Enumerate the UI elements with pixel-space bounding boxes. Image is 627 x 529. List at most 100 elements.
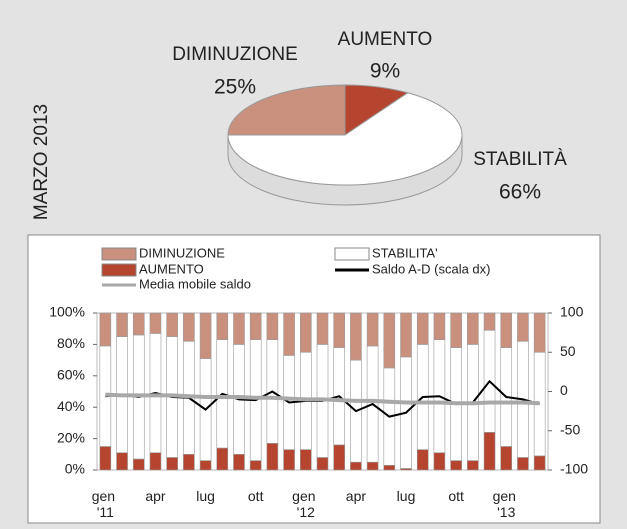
y2-tick-label: 100 bbox=[560, 304, 584, 320]
bar-segment bbox=[500, 312, 513, 348]
x-tick-label-line: apr bbox=[145, 488, 166, 504]
series-line bbox=[105, 392, 540, 406]
bar-segment bbox=[166, 457, 178, 471]
slice-label: DIMINUZIONE bbox=[172, 44, 298, 65]
x-tick-label-line: gen bbox=[92, 488, 119, 504]
bar-segment bbox=[249, 460, 262, 471]
bar-segment bbox=[132, 312, 145, 336]
bar-segment bbox=[116, 452, 128, 471]
bar-segment bbox=[533, 455, 546, 471]
bar-segment bbox=[199, 460, 212, 471]
bar-segment bbox=[199, 312, 212, 359]
bar-segment bbox=[366, 312, 379, 347]
bar-segment bbox=[266, 443, 279, 471]
bar-segment bbox=[433, 452, 446, 471]
y2-tick-label: 50 bbox=[560, 343, 576, 359]
x-tick-label: lug bbox=[397, 488, 416, 504]
bar-segment bbox=[316, 457, 329, 471]
bar-segment bbox=[350, 461, 362, 471]
y2-tick-label: -50 bbox=[560, 421, 580, 437]
bar-segment bbox=[132, 458, 145, 471]
x-tick-label-line: gen bbox=[292, 488, 319, 504]
legend-label: DIMINUZIONE bbox=[139, 245, 225, 260]
bar-segment bbox=[400, 312, 412, 358]
bar-segment bbox=[183, 453, 195, 471]
bar-segment bbox=[416, 449, 429, 471]
pie-slice bbox=[227, 84, 346, 136]
bar-segment bbox=[283, 312, 295, 356]
bar-segment bbox=[99, 446, 112, 471]
bar-segment bbox=[450, 460, 462, 471]
bar-segment bbox=[433, 312, 446, 340]
x-tick-label-line: apr bbox=[346, 488, 367, 504]
bar-segment bbox=[249, 312, 262, 340]
bar-segment bbox=[333, 444, 346, 471]
bar-segment bbox=[299, 312, 312, 353]
bar-segment bbox=[517, 457, 529, 471]
slice-value-label: 9% bbox=[370, 60, 400, 83]
bar-segment bbox=[233, 312, 245, 345]
x-tick-label-line: ott bbox=[248, 488, 264, 504]
legend-label: Media mobile saldo bbox=[139, 276, 251, 291]
bar-segment bbox=[383, 464, 396, 471]
bar-segment bbox=[416, 312, 429, 345]
x-tick-label-line: gen bbox=[493, 488, 520, 504]
legend-swatch bbox=[101, 263, 137, 277]
pie-slice bbox=[227, 92, 463, 186]
bar-segment bbox=[216, 447, 229, 471]
legend-swatch bbox=[334, 247, 370, 261]
bar-segment bbox=[149, 312, 162, 334]
x-tick-label-line: '13 bbox=[497, 504, 515, 520]
bar-segment bbox=[166, 312, 178, 337]
legend-label: AUMENTO bbox=[139, 261, 204, 276]
slice-label: STABILITÀ bbox=[473, 149, 567, 170]
x-tick-label-line: lug bbox=[397, 488, 416, 504]
bar-segment bbox=[116, 312, 128, 337]
x-tick-label: apr bbox=[346, 488, 367, 504]
bar-segment bbox=[450, 312, 462, 348]
bar-segment bbox=[533, 312, 546, 353]
x-tick-label: gen '11 bbox=[92, 488, 119, 520]
pie-title: MARZO 2013 bbox=[31, 104, 52, 220]
bar-segment bbox=[333, 312, 346, 348]
y-tick-label: 20% bbox=[57, 429, 85, 445]
slice-value-label: 66% bbox=[499, 181, 541, 204]
y2-tick-label: -100 bbox=[560, 461, 588, 477]
y-tick-label: 40% bbox=[57, 398, 85, 414]
y-tick-label: 80% bbox=[57, 335, 85, 351]
slice-value-label: 25% bbox=[214, 76, 256, 99]
y2-tick-label: 0 bbox=[560, 382, 568, 398]
x-tick-label: lug bbox=[196, 488, 215, 504]
bar-segment bbox=[183, 312, 195, 342]
legend-swatch bbox=[101, 247, 137, 261]
legend-label: STABILITA' bbox=[372, 245, 438, 260]
x-tick-label: apr bbox=[145, 488, 166, 504]
bar-segment bbox=[99, 312, 112, 347]
bar-segment bbox=[266, 312, 279, 340]
bar-segment bbox=[216, 312, 229, 340]
bar-segment bbox=[233, 453, 245, 471]
x-tick-label: gen '13 bbox=[493, 488, 520, 520]
y-tick-label: 100% bbox=[49, 304, 85, 320]
bar-segment bbox=[483, 432, 496, 471]
bar-segment bbox=[283, 449, 295, 471]
slice-label: AUMENTO bbox=[338, 29, 433, 50]
bar-segment bbox=[517, 312, 529, 342]
bar-segment bbox=[366, 461, 379, 471]
bar-segment bbox=[483, 312, 496, 331]
x-tick-label-line: '12 bbox=[297, 504, 315, 520]
bar-segment bbox=[316, 312, 329, 345]
bar-segment bbox=[299, 449, 312, 471]
x-tick-label-line: '11 bbox=[97, 504, 114, 520]
x-tick-label: ott bbox=[448, 488, 464, 504]
y-tick-label: 60% bbox=[57, 367, 85, 383]
y-tick-label: 0% bbox=[65, 461, 85, 477]
bar-segment bbox=[467, 460, 479, 471]
bar-segment bbox=[500, 446, 513, 471]
bar-segment bbox=[383, 312, 396, 369]
bar-segment bbox=[350, 312, 362, 361]
x-tick-label: gen '12 bbox=[292, 488, 319, 520]
bar-segment bbox=[149, 452, 162, 471]
legend-label: Saldo A-D (scala dx) bbox=[372, 261, 491, 276]
